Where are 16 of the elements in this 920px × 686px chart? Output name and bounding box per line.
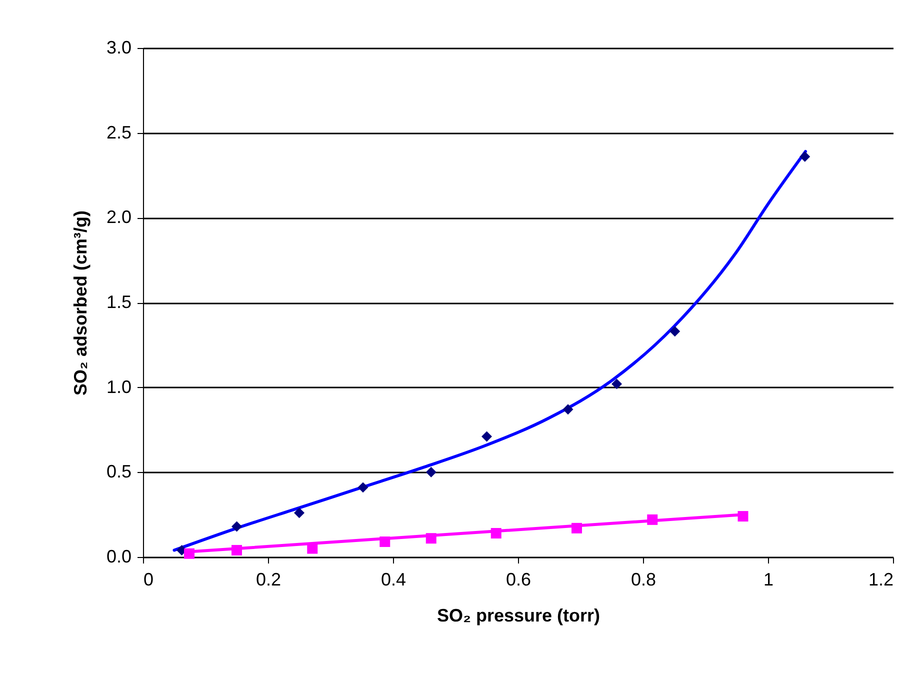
x-tick-label: 1.2 — [868, 570, 894, 590]
x-tick-label: 0.4 — [380, 570, 406, 590]
y-tick-label: 1.0 — [106, 376, 132, 397]
y-tick-label: 0.5 — [106, 462, 132, 482]
y-tick-label: 3.0 — [106, 38, 132, 58]
y-tick-label: 2.0 — [106, 207, 132, 228]
x-tick-label: 0 — [144, 570, 154, 590]
x-tick-label: 0.8 — [630, 570, 656, 590]
x-axis-title: SO₂ pressure (torr) — [436, 606, 600, 626]
x-tick-label: 0.2 — [256, 570, 282, 590]
y-tick-label: 2.5 — [106, 122, 132, 142]
y-tick-label: 0.0 — [106, 546, 132, 566]
y-tick-label: 1.5 — [106, 292, 132, 312]
x-tick-label: 0.6 — [506, 570, 532, 590]
x-tick-label: 1 — [763, 570, 774, 590]
y-axis-title: SO₂ adsorbed (cm³/g) — [70, 210, 90, 396]
